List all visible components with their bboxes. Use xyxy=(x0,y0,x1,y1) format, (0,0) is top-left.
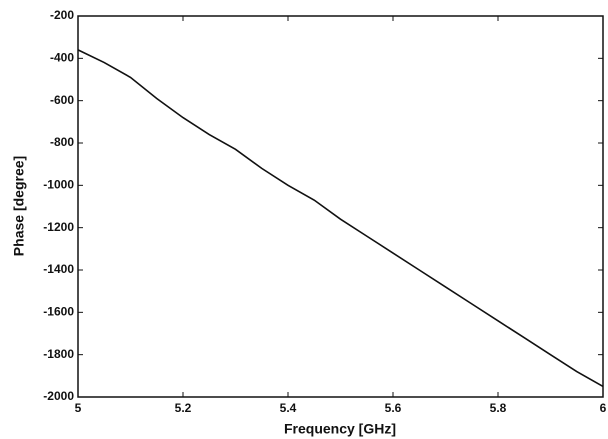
y-tick-label: -1000 xyxy=(43,178,74,192)
y-tick-label: -1400 xyxy=(43,262,74,276)
plot-frame xyxy=(77,15,604,398)
x-tick-label: 5.6 xyxy=(385,401,402,415)
y-tick-label: -1200 xyxy=(43,220,74,234)
y-tick-label: -2000 xyxy=(43,389,74,403)
y-tick-label: -600 xyxy=(50,93,74,107)
y-tick-label: -400 xyxy=(50,51,74,65)
y-tick-label: -800 xyxy=(50,135,74,149)
x-tick-label: 5.4 xyxy=(280,401,297,415)
y-tick-label: -200 xyxy=(50,8,74,22)
x-tick-label: 5 xyxy=(75,401,82,415)
x-tick-label: 6 xyxy=(600,401,607,415)
x-axis-title: Frequency [GHz] xyxy=(284,421,396,437)
y-tick-label: -1600 xyxy=(43,305,74,319)
x-tick-label: 5.2 xyxy=(175,401,192,415)
y-axis-title: Phase [degree] xyxy=(11,156,27,256)
y-tick-label: -1800 xyxy=(43,347,74,361)
x-tick-label: 5.8 xyxy=(490,401,507,415)
data-line xyxy=(77,49,604,388)
